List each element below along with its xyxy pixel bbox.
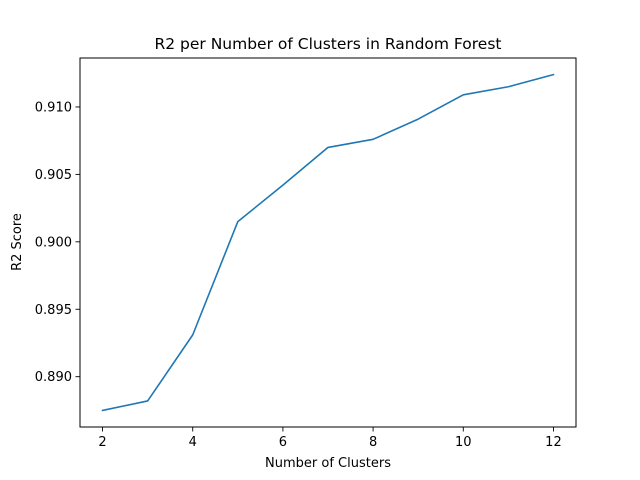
y-tick-label: 0.905 [35,168,72,183]
x-tick-label: 8 [369,435,377,450]
y-tick-label: 0.890 [35,370,72,385]
plot-area: 2 4 6 8 10 12 0.890 0.895 0.900 0.905 0.910 [35,73,562,450]
y-tick-label: 0.895 [35,303,72,318]
x-tick-label: 6 [279,435,287,450]
x-tick-label: 12 [545,435,562,450]
chart-title: R2 per Number of Clusters in Random Fore… [154,35,501,53]
y-tick-label: 0.910 [35,100,72,115]
axes-frame [79,57,577,428]
x-tick-label: 10 [455,435,472,450]
x-axis-label: Number of Clusters [265,456,391,471]
x-tick-label: 4 [189,435,197,450]
x-tick-label: 2 [98,435,106,450]
series-line-0 [101,73,555,412]
y-tick-label: 0.900 [35,235,72,250]
y-axis-label: R2 Score [10,213,25,271]
